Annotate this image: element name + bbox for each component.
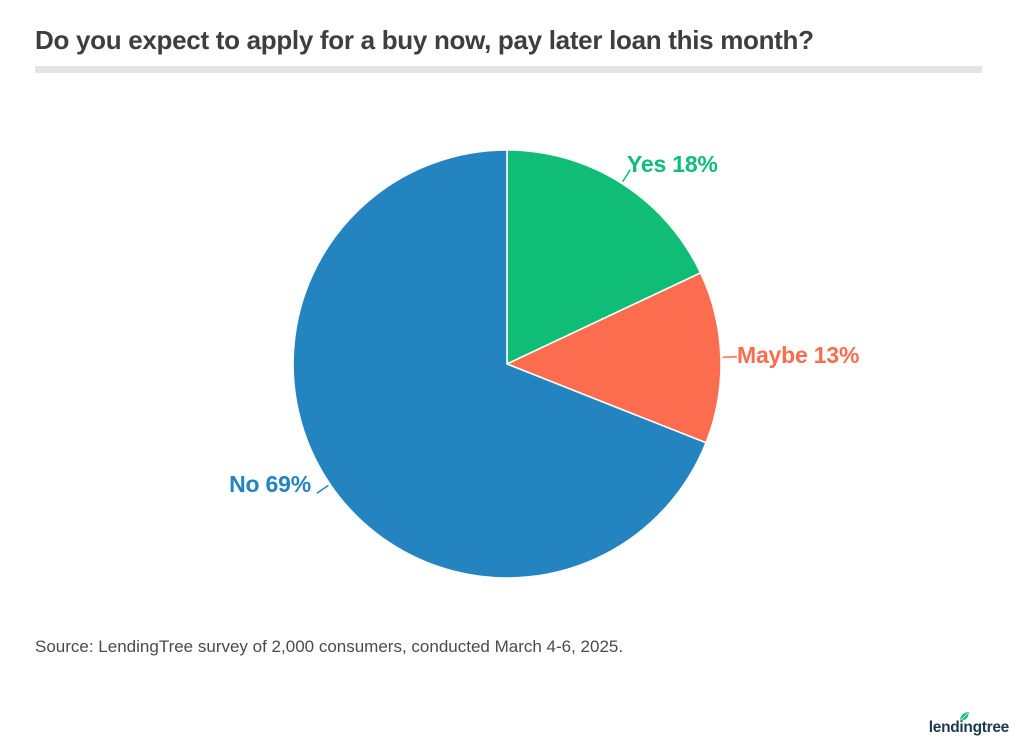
title-divider [35, 66, 982, 73]
pie-label-yes: Yes 18% [627, 151, 718, 177]
source-note: Source: LendingTree survey of 2,000 cons… [35, 637, 624, 656]
label-leader-line-yes [622, 169, 631, 183]
leaf-icon [960, 712, 969, 721]
logo-text: lendingtree [928, 719, 1010, 736]
pie-slice-yes [506, 149, 702, 365]
label-leader-line-no [316, 484, 329, 494]
pie-slice-no [292, 149, 707, 579]
pie-label-no: No 69% [229, 471, 311, 497]
pie-slice-maybe [506, 272, 722, 444]
chart-question-title: Do you expect to apply for a buy now, pa… [35, 25, 814, 55]
lendingtree-logo: lendingtree [928, 712, 1010, 737]
pie-label-maybe: Maybe 13% [737, 342, 860, 368]
